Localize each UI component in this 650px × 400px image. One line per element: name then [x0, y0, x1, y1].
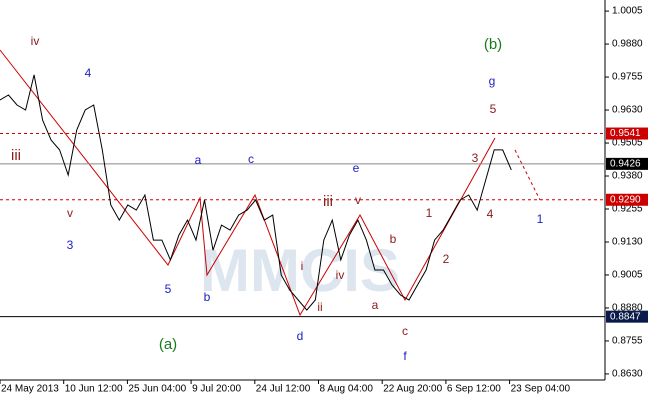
- y-tick-label: 0.9130: [612, 237, 643, 248]
- level-label: 0.8847: [610, 311, 641, 322]
- price-line: [0, 74, 512, 311]
- level-box: [606, 127, 648, 140]
- wave-label: (a): [159, 336, 177, 353]
- wave-label: 3: [472, 151, 479, 165]
- level-box: [606, 310, 648, 323]
- wave-label: a: [195, 153, 202, 167]
- wave-label: ii: [317, 300, 322, 314]
- wave-label: b: [204, 290, 211, 304]
- wave-line: [0, 49, 496, 317]
- y-tick-label: 0.9505: [612, 138, 643, 149]
- x-tick-label: 8 Aug 04:00: [320, 384, 374, 395]
- x-tick-label: 25 Jun 04:00: [128, 384, 186, 395]
- wave-label: c: [248, 152, 254, 166]
- y-tick-label: 0.8880: [612, 303, 643, 314]
- wave-label: f: [403, 349, 407, 363]
- wave-label: 2: [443, 252, 450, 266]
- x-tick-label: 23 Sep 04:00: [511, 384, 571, 395]
- level-label: 0.9426: [610, 159, 641, 170]
- wave-label: c: [402, 324, 408, 338]
- y-tick-label: 0.9005: [612, 270, 643, 281]
- wave-label: iii: [11, 147, 21, 164]
- y-tick-label: 0.9755: [612, 72, 643, 83]
- x-tick-label: 6 Sep 12:00: [447, 384, 501, 395]
- wave-label: g: [489, 74, 496, 88]
- wave-label: 3: [67, 238, 74, 252]
- level-box: [606, 193, 648, 206]
- wave-label: 1: [537, 212, 544, 226]
- x-tick-label: 9 Jul 20:00: [192, 384, 241, 395]
- wave-label: v: [67, 206, 73, 220]
- y-tick-label: 0.9380: [612, 171, 643, 182]
- y-tick-label: 1.0005: [612, 6, 643, 17]
- x-tick-label: 24 May 2013: [1, 384, 59, 395]
- x-tick-label: 10 Jun 12:00: [65, 384, 123, 395]
- wave-label: iv: [336, 268, 345, 282]
- wave-label: 5: [165, 282, 172, 296]
- wave-label: iii: [323, 193, 333, 210]
- wave-label: 1: [426, 206, 433, 220]
- x-tick-label: 24 Jul 12:00: [256, 384, 311, 395]
- wave-label: d: [297, 329, 304, 343]
- wave-label: a: [372, 298, 379, 312]
- wave-label: 5: [490, 102, 497, 116]
- wave-label: iv: [31, 34, 40, 48]
- wave-label: v: [355, 193, 361, 207]
- wave-label: i: [301, 259, 304, 273]
- y-tick-label: 0.9255: [612, 204, 643, 215]
- y-tick-label: 0.8630: [612, 369, 643, 380]
- y-tick-label: 0.9630: [612, 105, 643, 116]
- x-tick-label: 22 Aug 20:00: [383, 384, 442, 395]
- level-label: 0.9541: [610, 128, 641, 139]
- watermark: MMCIS: [200, 237, 400, 304]
- wave-label: 4: [85, 66, 92, 80]
- y-tick-label: 0.8755: [612, 336, 643, 347]
- level-label: 0.9290: [610, 194, 641, 205]
- wave-label: b: [390, 232, 397, 246]
- wave-label: (b): [484, 36, 502, 53]
- wave-label: e: [353, 161, 360, 175]
- y-tick-label: 0.9880: [612, 39, 643, 50]
- level-box: [606, 157, 648, 170]
- wave-label: 4: [487, 207, 494, 221]
